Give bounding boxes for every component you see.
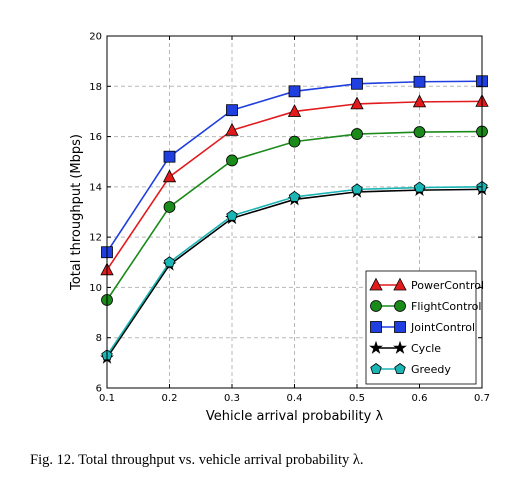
ticks: 0.1 0.2 0.3 0.4 0.5 0.6 0.7 6 8 10 12 14 16 18 20 xyxy=(89,32,490,405)
legend-marker xyxy=(370,300,382,312)
data-point-powercontrol xyxy=(287,104,302,117)
y-tick-label: 10 xyxy=(89,283,102,294)
legend-item-jointcontrol: JointControl xyxy=(370,321,475,334)
data-point-greedy xyxy=(351,183,363,195)
x-tick-label: 0.4 xyxy=(287,393,303,404)
series-jointcontrol xyxy=(101,75,488,259)
x-tick-label: 0.3 xyxy=(224,393,240,404)
legend-marker xyxy=(394,321,406,333)
throughput-chart: 0.1 0.2 0.3 0.4 0.5 0.6 0.7 6 8 10 12 14 16 18 20 Vehi… xyxy=(69,32,490,425)
series-greedy xyxy=(101,180,488,361)
legend-label: FlightControl xyxy=(411,300,481,313)
data-point-flightcontrol xyxy=(226,154,238,167)
legend-marker xyxy=(394,300,406,312)
data-point-powercontrol xyxy=(225,122,239,136)
data-point-powercontrol xyxy=(350,96,364,110)
legend-item-greedy: Greedy xyxy=(370,363,451,376)
legend-item-flightcontrol: FlightControl xyxy=(370,300,481,313)
data-point-jointcontrol xyxy=(226,104,238,117)
legend-label: Greedy xyxy=(411,363,451,376)
legend-marker xyxy=(370,321,382,333)
legend-marker xyxy=(393,340,407,354)
y-tick-label: 12 xyxy=(89,233,102,244)
data-point-jointcontrol xyxy=(413,75,426,88)
legend-item-powercontrol: PowerControl xyxy=(369,277,484,292)
legend-label: Cycle xyxy=(411,342,441,355)
data-point-powercontrol xyxy=(162,169,177,183)
legend: PowerControl FlightControl JointControl Cyc… xyxy=(365,270,484,385)
legend-marker xyxy=(369,277,383,291)
series-flightcontrol xyxy=(101,125,488,306)
data-point-greedy xyxy=(413,181,426,193)
legend-item-cycle: Cycle xyxy=(369,340,441,355)
x-tick-label: 0.5 xyxy=(349,393,365,404)
data-point-greedy xyxy=(163,256,176,268)
data-point-flightcontrol xyxy=(163,201,176,213)
data-point-jointcontrol xyxy=(351,77,363,90)
y-tick-label: 18 xyxy=(89,82,102,93)
data-point-greedy xyxy=(288,190,301,202)
data-point-greedy xyxy=(226,209,238,221)
data-point-jointcontrol xyxy=(288,85,301,98)
legend-label: PowerControl xyxy=(411,279,484,292)
y-tick-label: 8 xyxy=(96,333,102,344)
data-point-powercontrol xyxy=(412,94,427,108)
x-tick-label: 0.2 xyxy=(162,393,178,404)
figure-caption: Fig. 12. Total throughput vs. vehicle ar… xyxy=(30,452,364,468)
legend-marker xyxy=(369,340,383,354)
data-point-flightcontrol xyxy=(413,126,426,138)
y-axis-title: Total throughput (Mbps) xyxy=(69,134,84,291)
data-point-flightcontrol xyxy=(351,128,363,140)
legend-marker xyxy=(370,363,382,374)
series-group xyxy=(100,75,489,364)
y-tick-label: 14 xyxy=(89,182,102,193)
y-tick-label: 16 xyxy=(89,132,102,143)
legend-marker xyxy=(393,277,407,291)
x-tick-label: 0.6 xyxy=(412,393,428,404)
y-tick-label: 6 xyxy=(96,384,102,395)
x-tick-label: 0.7 xyxy=(474,393,490,404)
legend-marker xyxy=(394,363,406,374)
legend-label: JointControl xyxy=(410,321,475,334)
x-axis-title: Vehicle arrival probability λ xyxy=(206,409,384,424)
data-point-jointcontrol xyxy=(163,150,176,163)
x-tick-label: 0.1 xyxy=(99,393,115,404)
y-tick-label: 20 xyxy=(89,32,102,43)
data-point-flightcontrol xyxy=(288,135,301,148)
